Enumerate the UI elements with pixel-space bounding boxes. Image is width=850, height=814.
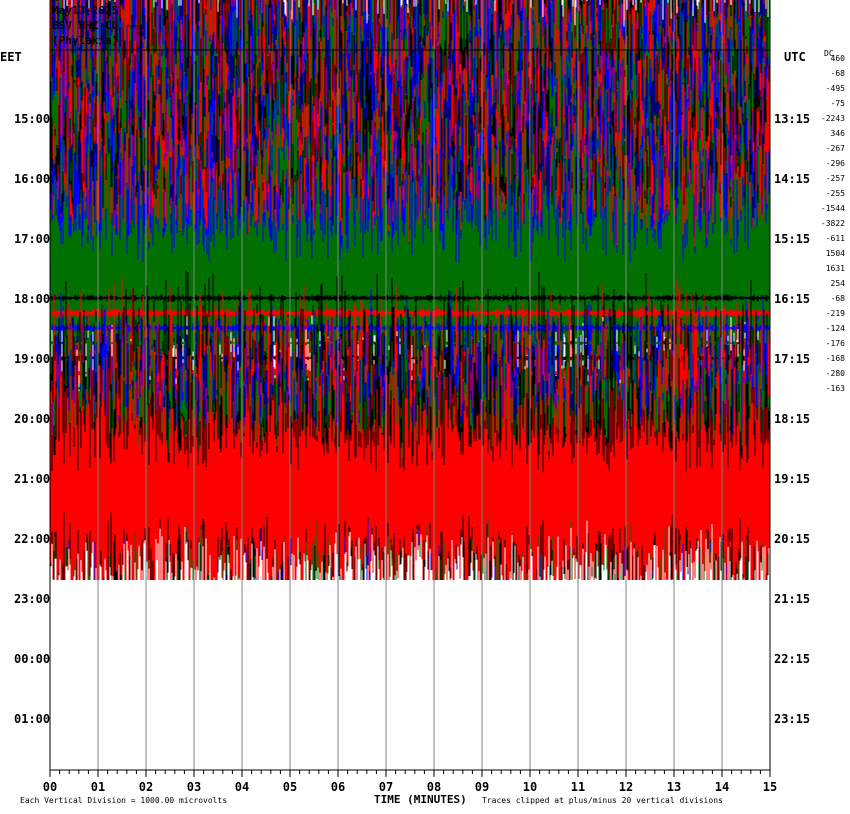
x-tick-label: 06 [331, 780, 345, 794]
dc-offset-value: -163 [826, 384, 845, 393]
dc-offset-value: -1544 [821, 204, 845, 213]
local-time-label: 16:00 [14, 172, 50, 186]
utc-time-label: 20:15 [774, 532, 810, 546]
minute-gridlines [97, 0, 723, 770]
dc-offset-labels: 460 -68 -495 -75 -2243 346 -267 -296 -257 -255 -15… [821, 54, 845, 393]
header-date: May13-2025 [52, 4, 119, 17]
local-time-label: 17:00 [14, 232, 50, 246]
dc-offset-value: 254 [831, 279, 846, 288]
local-time-label: 01:00 [14, 712, 50, 726]
utc-time-label: 19:15 [774, 472, 810, 486]
x-tick-label: 04 [235, 780, 249, 794]
dc-label: DC [824, 49, 834, 58]
local-time-label: 00:00 [14, 652, 50, 666]
x-tick-label: 08 [427, 780, 441, 794]
local-time-label: 19:00 [14, 352, 50, 366]
utc-time-label: 21:15 [774, 592, 810, 606]
dc-offset-value: 1504 [826, 249, 845, 258]
local-time-label: 15:00 [14, 112, 50, 126]
dc-offset-value: -168 [826, 354, 845, 363]
utc-time-label: 14:15 [774, 172, 810, 186]
local-time-label: 22:00 [14, 532, 50, 546]
dc-offset-value: 1631 [826, 264, 845, 273]
x-tick-label: 12 [619, 780, 633, 794]
x-tick-label: 09 [475, 780, 489, 794]
local-time-label: 18:00 [14, 292, 50, 306]
x-tick-label: 15 [763, 780, 777, 794]
utc-time-label: 22:15 [774, 652, 810, 666]
x-tick-label: 07 [379, 780, 393, 794]
dc-offset-value: -68 [831, 69, 846, 78]
utc-time-label: 23:15 [774, 712, 810, 726]
plot-frame [49, 0, 771, 771]
time-labels: 15:00 16:00 17:00 18:00 19:00 20:00 21:00 22:00… [14, 112, 810, 726]
x-tick-label: 13 [667, 780, 681, 794]
dc-offset-value: -280 [826, 369, 845, 378]
right-axis-label: UTC [784, 50, 806, 64]
utc-time-label: 13:15 [774, 112, 810, 126]
dc-offset-value: 346 [831, 129, 846, 138]
seismic-traces [50, 0, 770, 580]
dc-offset-value: -68 [831, 294, 846, 303]
dc-offset-value: -176 [826, 339, 845, 348]
x-tick-label: 11 [571, 780, 585, 794]
local-time-label: 21:00 [14, 472, 50, 486]
dc-offset-value: -2243 [821, 114, 845, 123]
dc-offset-value: -124 [826, 324, 845, 333]
x-tick-label: 01 [91, 780, 105, 794]
x-axis-title: TIME (MINUTES) [374, 793, 467, 806]
dc-offset-value: -257 [826, 174, 845, 183]
utc-time-label: 18:15 [774, 412, 810, 426]
dc-offset-value: 460 [831, 54, 846, 63]
utc-time-label: 17:15 [774, 352, 810, 366]
left-axis-label: EET [0, 50, 22, 64]
dc-offset-value: -495 [826, 84, 845, 93]
dc-offset-value: -75 [831, 99, 846, 108]
footer-clip-note: Traces clipped at plus/minus 20 vertical… [482, 796, 723, 805]
local-time-label: 20:00 [14, 412, 50, 426]
dc-offset-value: -3822 [821, 219, 845, 228]
dc-offset-value: -255 [826, 189, 845, 198]
dc-offset-value: -296 [826, 159, 845, 168]
x-tick-label: 10 [523, 780, 537, 794]
x-tick-label: 00 [43, 780, 57, 794]
header-location: (Phylakia) [52, 34, 119, 47]
x-tick-label: 05 [283, 780, 297, 794]
header-station: ESV HHZ CO -- [52, 19, 139, 32]
dc-offset-value: -611 [826, 234, 845, 243]
utc-time-label: 16:15 [774, 292, 810, 306]
trace-line-29 [50, 341, 770, 580]
x-tick-label: 14 [715, 780, 729, 794]
x-tick-label: 02 [139, 780, 153, 794]
local-time-label: 23:00 [14, 592, 50, 606]
dc-offset-value: -267 [826, 144, 845, 153]
x-tick-label: 03 [187, 780, 201, 794]
dc-offset-value: -219 [826, 309, 845, 318]
utc-time-label: 15:15 [774, 232, 810, 246]
footer-division-note: Each Vertical Division = 1000.00 microvo… [20, 796, 227, 805]
x-axis-ticks: 00 01 02 03 04 05 06 07 08 09 10 11 12 13 14 15 [43, 770, 777, 794]
